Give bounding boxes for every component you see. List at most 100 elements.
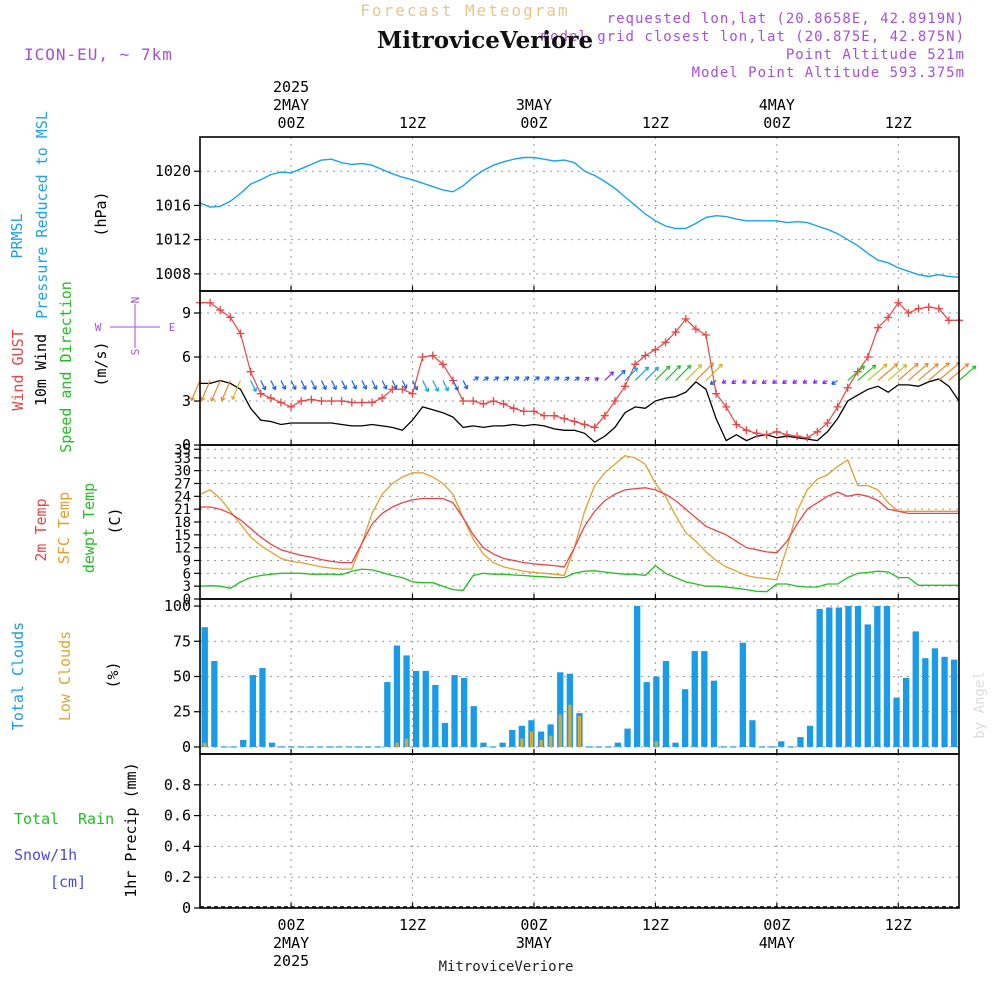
y-tick-label: 1012 [155,231,191,249]
total-cloud-bar [883,606,891,747]
gust-marker [884,313,893,322]
gust-marker [782,430,791,439]
wind-arrow [290,380,297,390]
wind-arrowhead [210,397,215,402]
total-cloud-bar [432,685,439,747]
wind-10m-label: 10m Wind [32,334,50,406]
total-cloud-bar [240,739,247,747]
y-tick-label: 1016 [155,196,191,214]
wind-gust-line [200,301,959,439]
y-tick-label: 25 [173,703,191,721]
wind-arrow [432,380,439,392]
gust-marker [874,323,883,332]
wind-arrow [320,380,327,390]
total-cloud-bar [413,670,420,747]
total-cloud-bar [710,680,718,747]
total-cloud-bar [441,723,449,747]
total-cloud-bar [259,668,266,747]
bottom-time-label: 2025 [273,952,309,970]
gust-marker [287,402,296,411]
y-tick-label: 75 [173,632,191,650]
wind-arrowhead [697,364,703,369]
dewpt-label: dewpt Temp [80,483,98,573]
y-tick-label: 50 [173,668,191,686]
wind-arrow [654,365,671,381]
low-clouds-label: Low Clouds [56,631,74,721]
temperature-panel [199,454,959,593]
clouds-panel [201,606,958,748]
y-tick-label: 0 [183,592,191,608]
wind-arrow [452,380,459,391]
gust-marker [327,397,336,405]
wind-arrowhead [514,376,520,381]
total-cloud-bar [461,677,468,747]
wind-arrow [411,380,418,391]
total-rain-label-2: Rain [78,810,114,828]
bottom-time-label: 12Z [885,916,912,934]
wind-arrowhead [494,376,500,381]
compass-rose: N S W E [95,297,176,356]
gust-marker [469,397,478,405]
wind-arrowhead [860,365,866,371]
wind-gust-label: Wind GUST [9,329,27,410]
gust-marker [479,399,488,408]
total-cloud-bar [854,606,862,747]
wind-arrowhead [812,379,818,384]
gust-marker [276,398,285,407]
total-cloud-bar [691,651,698,747]
gust-marker [206,298,215,307]
bottom-time-label: 00Z [520,916,547,934]
gust-marker [833,402,842,411]
low-cloud-bar [558,714,562,747]
compass-s: S [129,349,142,356]
wind-arrow [341,380,347,390]
gust-marker [671,328,680,337]
total-cloud-bar [201,627,208,747]
gust-marker [681,314,690,323]
gust-marker [499,399,508,408]
wind-arrowhead [665,365,671,371]
y-tick-label: 33 [174,451,191,467]
low-cloud-bar [654,741,658,747]
wind-arrow [270,380,276,390]
wind-arrowhead [871,364,877,370]
total-cloud-bar [634,606,641,747]
gust-marker [428,351,437,360]
top-time-label: 3MAY [516,96,552,114]
gust-marker [631,360,640,369]
y-tick-label: 1020 [155,162,191,180]
wind-arrow [847,365,865,381]
y-tick-label: 1008 [155,265,191,283]
wind-arrowhead [372,385,378,390]
wind-arrow [705,363,723,381]
wind-arrow [675,364,692,381]
gust-marker [823,419,832,427]
bottom-time-label: 12Z [399,916,426,934]
gust-marker [226,313,235,322]
low-cloud-bar [203,742,207,747]
wind-arrow [634,366,650,381]
wind-arrowhead [914,362,919,368]
wind-arrowhead [342,385,347,390]
compass-w: W [95,321,102,334]
gust-marker [266,394,275,403]
total-cloud-bar [624,728,631,747]
y-tick-label: 35 [174,442,191,458]
total-cloud-bar [816,608,823,747]
clouds-unit: (%) [104,661,122,688]
wind-arrowhead [474,376,479,381]
gust-marker [418,353,427,361]
gust-marker [489,397,498,405]
wind-arrow [928,362,950,381]
wind-arrowhead [731,379,736,385]
panel-frame [199,290,960,446]
gust-marker [934,304,943,313]
total-cloud-bar [672,742,679,747]
gust-marker [813,427,822,436]
total-cloud-bar [951,659,958,747]
total-cloud-bar [509,730,516,747]
total-cloud-bar [614,742,622,747]
total-cloud-bar [893,697,900,747]
top-time-label: 00Z [520,114,547,132]
